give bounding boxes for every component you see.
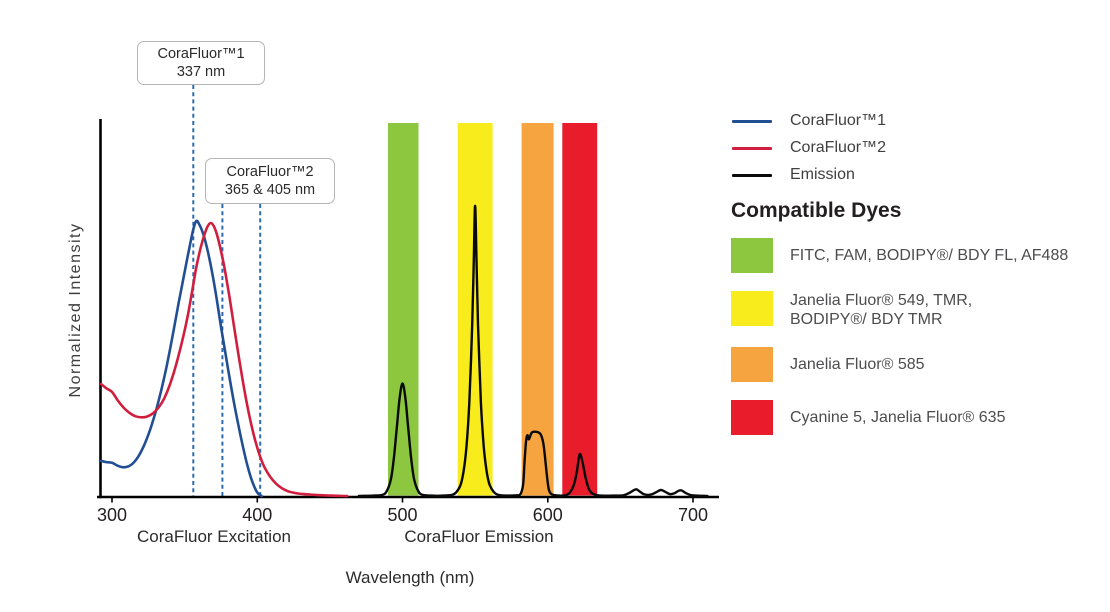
dye-bands bbox=[388, 123, 598, 496]
legend-line-swatch bbox=[732, 119, 772, 123]
curve-corafluor-1-excitation bbox=[99, 219, 263, 498]
dye-row-red: Cyanine 5, Janelia Fluor® 635 bbox=[731, 400, 1106, 435]
dye-band-red bbox=[562, 123, 598, 496]
dye-label: Cyanine 5, Janelia Fluor® 635 bbox=[790, 409, 1006, 426]
dye-band-yellow bbox=[457, 123, 493, 496]
dye-color-swatch-orange bbox=[731, 347, 773, 382]
dye-color-swatch-red bbox=[731, 400, 773, 435]
excitation-marker-lines bbox=[192, 85, 262, 496]
annotation-corafluor1-name: CoraFluor™1 bbox=[157, 46, 245, 62]
spectra-curves bbox=[99, 204, 709, 498]
legend-item-2: CoraFluor™2 bbox=[732, 139, 886, 157]
legend-line-swatch bbox=[732, 146, 772, 150]
annotation-corafluor2-wavelength: 365 & 405 nm bbox=[224, 182, 316, 198]
dye-row-yellow: Janelia Fluor® 549, TMR, BODIPY®/ BDY TMR bbox=[731, 291, 1106, 329]
x-axis-ticks: 300 400 500 600 700 bbox=[97, 497, 708, 525]
dye-row-orange: Janelia Fluor® 585 bbox=[731, 347, 1106, 382]
legend-item-label: CoraFluor™2 bbox=[790, 139, 887, 156]
y-axis-label: Normalized Intensity bbox=[67, 222, 84, 398]
annotation-corafluor1-wavelength: 337 nm bbox=[176, 64, 226, 80]
spectra-chart: 300 400 500 600 700 bbox=[97, 85, 719, 525]
dye-band-green bbox=[388, 123, 419, 496]
dye-band-orange bbox=[521, 123, 554, 496]
x-sublabel-excitation: CoraFluor Excitation bbox=[136, 527, 292, 546]
curve-emission bbox=[357, 204, 709, 498]
compatible-dyes-list: FITC, FAM, BODIPY®/ BDY FL, AF488 Janelia… bbox=[731, 238, 1106, 453]
legend-item-1: CoraFluor™1 bbox=[732, 112, 886, 130]
dye-label: FITC, FAM, BODIPY®/ BDY FL, AF488 bbox=[790, 247, 1069, 264]
legend-line-swatch bbox=[732, 173, 772, 177]
x-tick-label: 600 bbox=[533, 505, 563, 525]
compatible-dyes-title: Compatible Dyes bbox=[731, 199, 902, 222]
x-axis-label: Wavelength (nm) bbox=[345, 568, 475, 587]
dye-label: Janelia Fluor® 585 bbox=[790, 356, 925, 373]
x-tick-label: 400 bbox=[242, 505, 272, 525]
dye-row-green: FITC, FAM, BODIPY®/ BDY FL, AF488 bbox=[731, 238, 1106, 273]
dye-color-swatch-yellow bbox=[731, 291, 773, 326]
annotation-corafluor1: CoraFluor™1 337 nm bbox=[137, 41, 265, 85]
annotation-corafluor2-name: CoraFluor™2 bbox=[226, 164, 314, 180]
dye-color-swatch-green bbox=[731, 238, 773, 273]
x-tick-label: 300 bbox=[97, 505, 127, 525]
legend-item-label: Emission bbox=[790, 166, 855, 183]
annotation-corafluor2: CoraFluor™2 365 & 405 nm bbox=[205, 158, 335, 204]
curve-corafluor-2-excitation bbox=[99, 221, 349, 498]
legend-item-3: Emission bbox=[732, 166, 886, 184]
dye-label: Janelia Fluor® 549, TMR, BODIPY®/ BDY TMR bbox=[790, 292, 973, 328]
x-tick-label: 500 bbox=[387, 505, 417, 525]
x-tick-label: 700 bbox=[678, 505, 708, 525]
legend: CoraFluor™1 CoraFluor™2 Emission bbox=[732, 112, 886, 193]
x-sublabel-emission: CoraFluor Emission bbox=[404, 527, 554, 546]
legend-item-label: CoraFluor™1 bbox=[790, 112, 887, 129]
